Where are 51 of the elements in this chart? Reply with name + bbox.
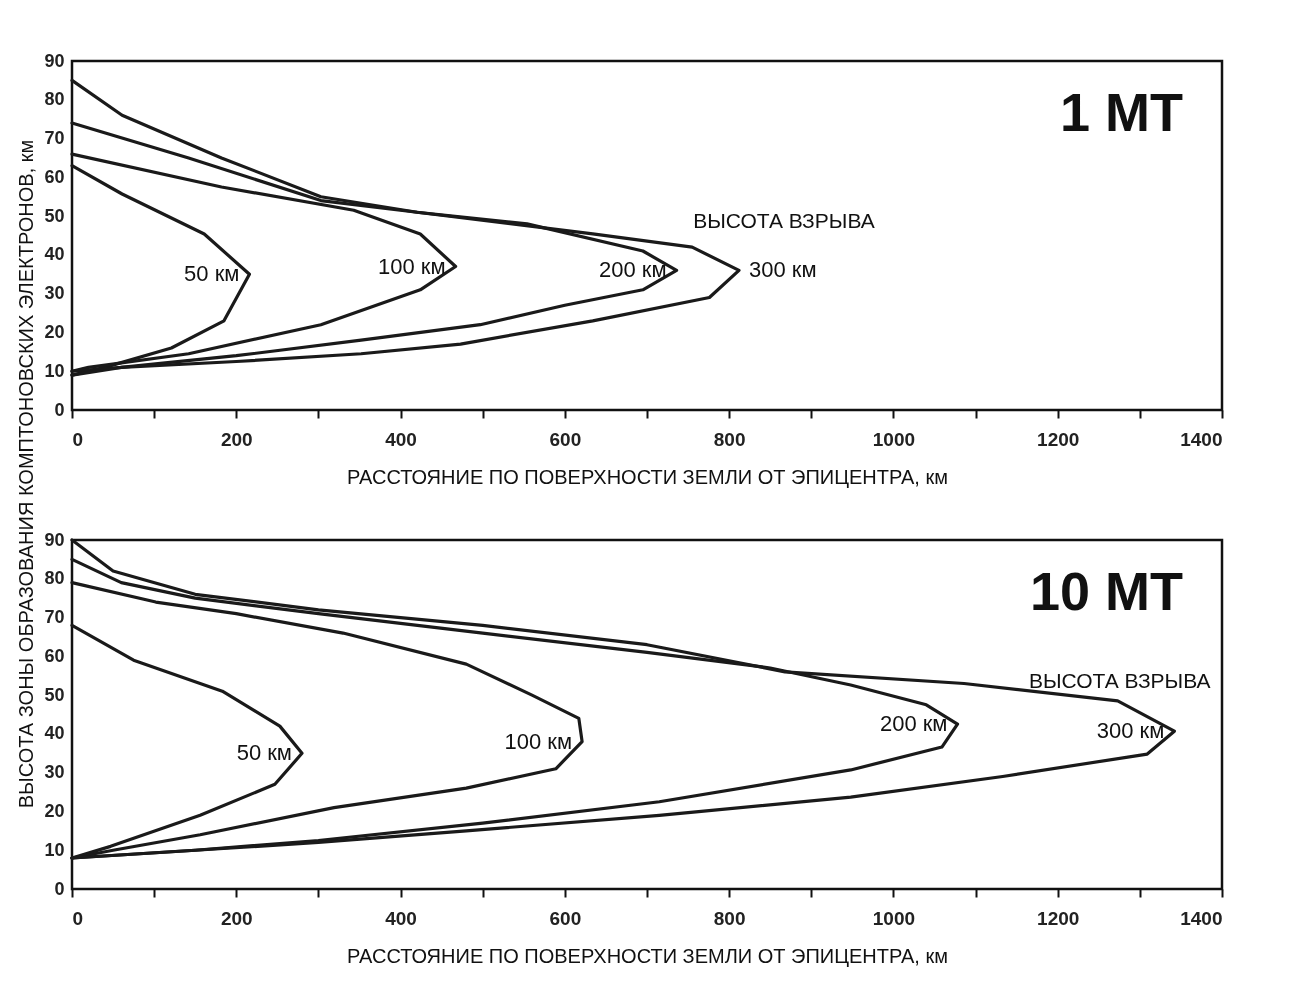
series-label: 300 км	[749, 257, 817, 283]
chart-title: 10 МТ	[1029, 561, 1183, 621]
y-tick-label: 10	[44, 360, 65, 381]
y-tick-label: 70	[44, 607, 65, 628]
x-tick-label: 200	[220, 428, 253, 450]
x-tick-label: 1000	[872, 428, 916, 450]
y-tick-label: 20	[44, 800, 65, 821]
x-tick-label: 1200	[1037, 428, 1080, 450]
y-tick-label: 50	[44, 205, 65, 226]
x-tick-label: 600	[549, 907, 582, 929]
x-tick-label: 600	[549, 428, 582, 450]
y-tick-label: 80	[44, 568, 65, 589]
y-tick-label: 0	[54, 399, 65, 420]
x-tick-label: 0	[72, 428, 84, 450]
x-tick-label: 1400	[1180, 428, 1223, 450]
y-tick-label: 10	[44, 839, 65, 860]
x-tick-label: 0	[72, 907, 84, 929]
y-tick-label: 40	[44, 723, 65, 744]
y-axis-title: ВЫСОТА ЗОНЫ ОБРАЗОВАНИЯ КОМПТОНОВСКИХ ЭЛЕКТРОНОВ, км	[15, 139, 37, 809]
series-label: 50 км	[236, 740, 292, 766]
series-label: 200 км	[879, 711, 948, 737]
x-axis-title: РАССТОЯНИЕ ПО ПОВЕРХНОСТИ ЗЕМЛИ ОТ ЭПИЦЕНТРА, км	[347, 465, 948, 488]
y-tick-label: 80	[44, 89, 65, 110]
y-tick-label: 20	[44, 321, 65, 342]
series-label: 200 км	[598, 257, 667, 283]
y-tick-label: 50	[44, 684, 65, 705]
x-tick-label: 1000	[872, 907, 916, 929]
y-tick-label: 0	[54, 878, 65, 899]
y-tick-label: 60	[44, 166, 65, 187]
chart-title: 1 МТ	[1059, 82, 1183, 142]
y-tick-label: 70	[44, 128, 65, 149]
annotation: ВЫСОТА ВЗРЫВА	[1028, 669, 1211, 693]
y-tick-label: 30	[44, 762, 65, 783]
series-label: 300 км	[1096, 718, 1165, 744]
y-tick-label: 60	[44, 645, 65, 666]
x-tick-label: 800	[713, 907, 746, 929]
series-label: 100 км	[378, 253, 446, 279]
annotation: ВЫСОТА ВЗРЫВА	[693, 208, 875, 232]
y-tick-label: 40	[44, 244, 65, 265]
x-tick-label: 200	[220, 907, 253, 929]
x-tick-label: 400	[385, 907, 417, 929]
y-tick-label: 90	[44, 50, 65, 71]
x-tick-label: 1400	[1180, 907, 1223, 929]
y-tick-label: 90	[44, 529, 65, 550]
x-tick-label: 1200	[1037, 907, 1080, 929]
x-axis-title: РАССТОЯНИЕ ПО ПОВЕРХНОСТИ ЗЕМЛИ ОТ ЭПИЦЕНТРА, км	[347, 944, 948, 967]
y-tick-label: 30	[44, 283, 65, 304]
x-tick-label: 400	[385, 428, 417, 450]
x-tick-label: 800	[713, 428, 746, 450]
series-label: 100 км	[504, 728, 573, 754]
series-label: 50 км	[184, 261, 240, 287]
